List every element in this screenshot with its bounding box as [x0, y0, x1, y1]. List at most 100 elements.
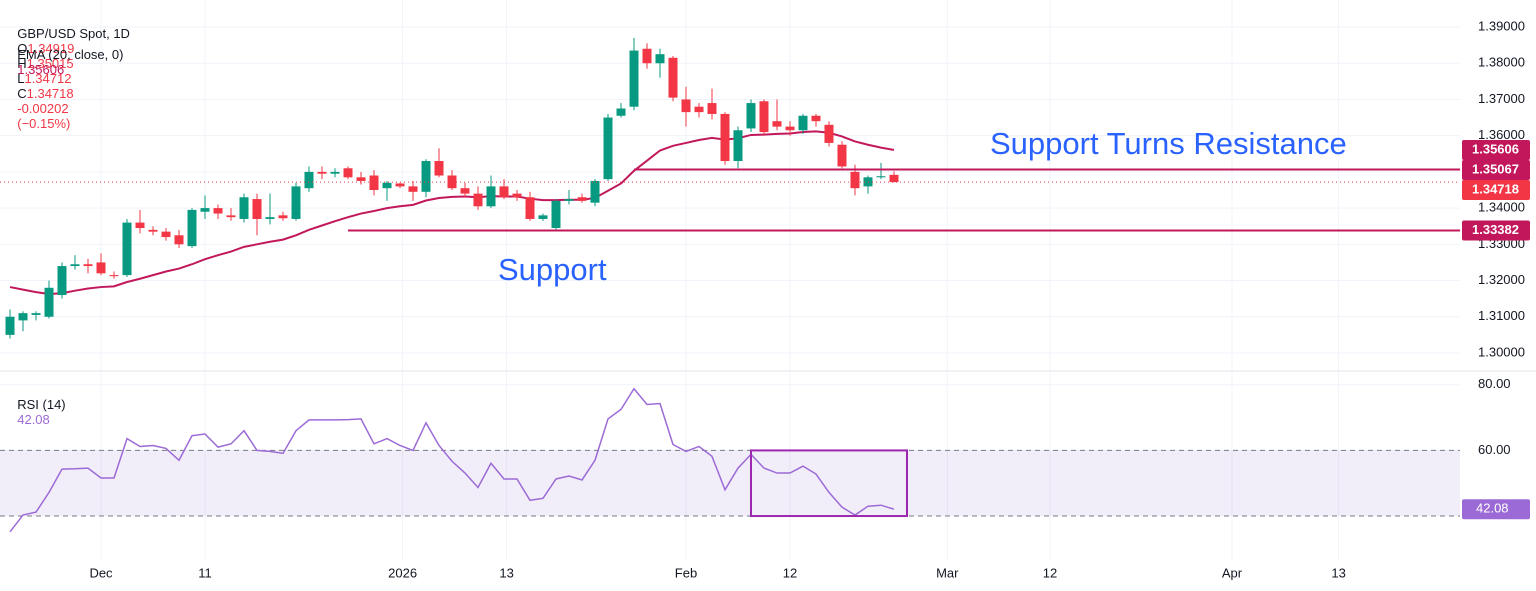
ema-value: 1.35606 [17, 62, 65, 77]
x-tick-label: Feb [675, 565, 697, 580]
candle-body [278, 215, 288, 219]
candle-body [421, 161, 431, 192]
price-badge [1462, 139, 1530, 160]
candle-body [460, 188, 470, 194]
candle-body [109, 275, 119, 277]
y-tick-label: 60.00 [1478, 442, 1511, 457]
rsi-badge [1462, 499, 1530, 520]
candle-body [343, 168, 353, 178]
candle-body [772, 121, 782, 127]
candle-body [590, 180, 600, 203]
candle-body [70, 264, 80, 267]
highlight-box [749, 449, 908, 518]
change-pct: (−0.15%) [17, 116, 71, 131]
candle-body [733, 130, 743, 162]
ema-header: EMA (20, close, 0) 1.35606 [10, 32, 127, 77]
candle-body [486, 186, 496, 207]
candle-body [213, 208, 223, 214]
y-tick-label: 1.34000 [1478, 200, 1525, 215]
candle-body [798, 115, 808, 131]
candle-body [694, 106, 704, 113]
candle-body [629, 50, 639, 107]
rsi-value: 42.08 [17, 412, 50, 427]
candle-body [200, 208, 210, 212]
candle-body [655, 54, 665, 64]
x-tick-label: 2026 [388, 565, 417, 580]
y-tick-label: 1.39000 [1478, 18, 1525, 33]
candle-body [525, 197, 535, 219]
y-tick-label: 1.37000 [1478, 91, 1525, 106]
candle-body [317, 171, 327, 174]
ema-line [9, 130, 895, 295]
candle-body [291, 186, 301, 219]
candle-body [473, 193, 483, 207]
ohlc-value: 1.35015 [26, 56, 74, 71]
candle-body [551, 200, 561, 229]
candle-body [83, 264, 93, 267]
y-tick-label: 80.00 [1478, 376, 1511, 391]
candle-body [265, 217, 275, 219]
candle-body [707, 103, 717, 114]
rsi-badge-label: 42.08 [1476, 501, 1509, 516]
change: -0.00202 [17, 101, 69, 116]
candle-body [174, 235, 184, 245]
x-tick-label: 11 [198, 565, 212, 580]
candle-body [850, 171, 860, 189]
ohlc-label: C [17, 86, 27, 101]
candle-body [811, 115, 821, 122]
candle-body [252, 199, 262, 219]
candle-body [161, 231, 171, 238]
price-badge-label: 1.33382 [1472, 222, 1519, 237]
symbol-title: GBP/USD Spot, 1D [17, 26, 130, 41]
candle-body [577, 197, 587, 201]
candle-body [31, 313, 41, 315]
candle-body [681, 99, 691, 113]
rsi-band [0, 450, 1460, 517]
price-badge-label: 1.34718 [1472, 181, 1519, 196]
x-tick-label: 13 [1331, 565, 1345, 580]
candle-body [408, 186, 418, 192]
candle-body [642, 48, 652, 64]
candle-body [538, 215, 548, 219]
candle-body [304, 171, 314, 189]
candle-body [57, 266, 67, 296]
candle-body [148, 229, 158, 232]
candle-body [603, 117, 613, 180]
candle-body [785, 126, 795, 131]
price-header: GBP/USD Spot, 1D O1.34919 H1.35015 L1.34… [10, 11, 134, 131]
price-badge [1462, 159, 1530, 180]
candle-body [616, 108, 626, 116]
candle-body [187, 209, 197, 247]
candle-body [5, 316, 15, 335]
candle-body [122, 222, 132, 276]
candle-body [382, 182, 392, 189]
annotation: Support [498, 252, 607, 287]
rsi-line [9, 387, 895, 533]
ohlc-label: L [17, 71, 25, 86]
candle-body [876, 176, 886, 178]
candle-body [239, 197, 249, 219]
annotation: Support Turns Resistance [990, 126, 1347, 161]
ohlc-value: 1.34712 [24, 71, 72, 86]
ohlc-label: H [17, 56, 27, 71]
x-tick-label: Mar [936, 565, 959, 580]
x-tick-label: Apr [1222, 565, 1243, 580]
rsi-name: RSI (14) [17, 397, 66, 412]
y-tick-label: 1.38000 [1478, 55, 1525, 70]
candle-body [356, 177, 366, 181]
candle-body [96, 262, 106, 274]
rsi-header: RSI (14) 42.08 [10, 382, 70, 427]
candle-body [369, 175, 379, 190]
candle-body [746, 103, 756, 129]
price-badge-label: 1.35606 [1472, 141, 1519, 156]
ohlc-value: 1.34718 [26, 86, 74, 101]
x-tick-label: 13 [499, 565, 513, 580]
candle-body [434, 161, 444, 176]
candle-body [395, 183, 405, 187]
candle-body [512, 193, 522, 198]
candle-body [226, 215, 236, 218]
candle-body [863, 177, 873, 187]
candle-body [759, 101, 769, 133]
price-badge [1462, 179, 1530, 200]
